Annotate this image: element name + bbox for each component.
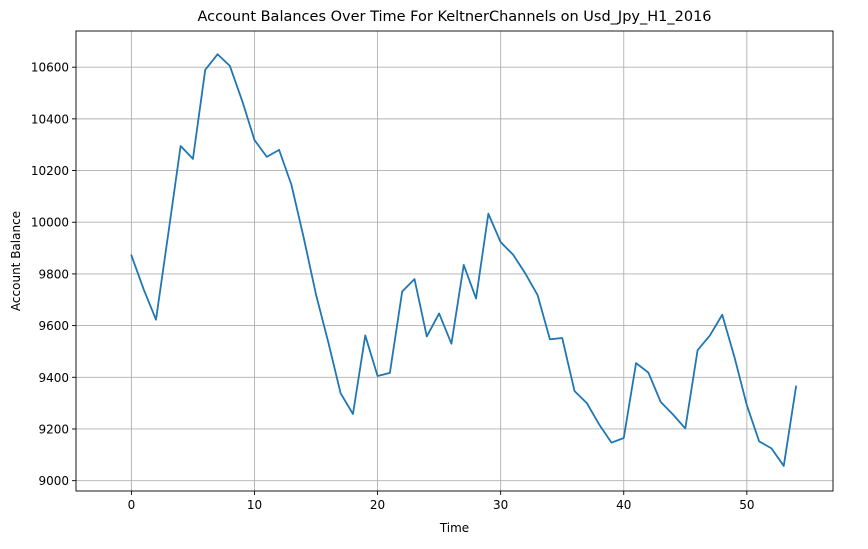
x-axis-label: Time bbox=[439, 521, 469, 535]
y-tick-label: 9600 bbox=[38, 319, 69, 333]
y-axis-ticks: 9000 9200 9400 9600 9800 10000 10200 10400 10600 bbox=[31, 61, 76, 488]
x-tick-label: 0 bbox=[128, 498, 136, 512]
chart-title: Account Balances Over Time For KeltnerCh… bbox=[197, 9, 711, 25]
y-axis-label: Account Balance bbox=[9, 211, 23, 311]
x-tick-label: 50 bbox=[739, 498, 754, 512]
y-tick-label: 10200 bbox=[31, 164, 69, 178]
y-tick-label: 9400 bbox=[38, 371, 69, 385]
x-tick-label: 20 bbox=[370, 498, 385, 512]
y-tick-label: 9000 bbox=[38, 474, 69, 488]
y-tick-label: 10400 bbox=[31, 112, 69, 126]
y-tick-label: 9800 bbox=[38, 267, 69, 281]
y-tick-label: 10000 bbox=[31, 216, 69, 230]
x-tick-label: 40 bbox=[616, 498, 631, 512]
y-tick-label: 9200 bbox=[38, 422, 69, 436]
x-tick-label: 10 bbox=[247, 498, 262, 512]
plot-area bbox=[76, 31, 833, 491]
x-tick-label: 30 bbox=[493, 498, 508, 512]
y-tick-label: 10600 bbox=[31, 61, 69, 75]
x-axis-ticks: 0 10 20 30 40 50 bbox=[128, 491, 755, 512]
